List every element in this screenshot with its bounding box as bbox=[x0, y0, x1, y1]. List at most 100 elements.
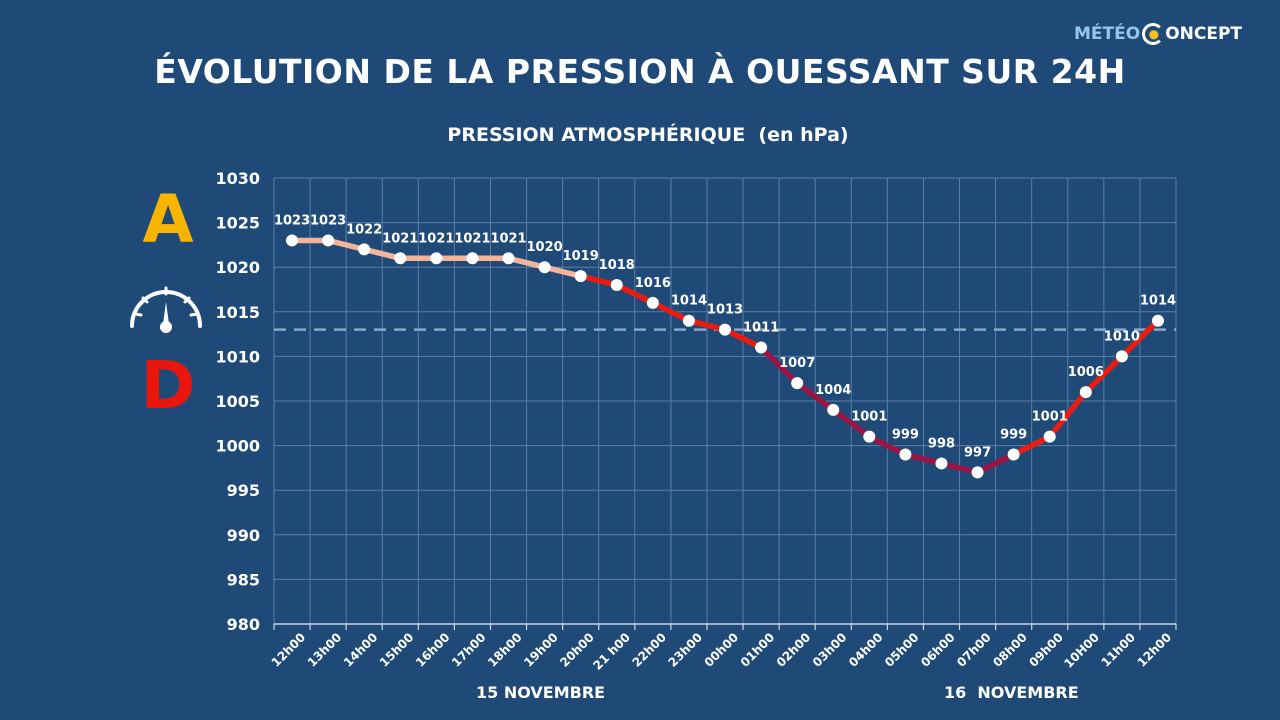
x-tick-label: 10H00 bbox=[1061, 630, 1102, 671]
data-point bbox=[682, 314, 695, 327]
data-label: 1018 bbox=[599, 258, 635, 273]
y-tick-label: 995 bbox=[227, 481, 260, 500]
data-point bbox=[466, 252, 479, 265]
data-point bbox=[358, 243, 371, 256]
x-tick-label: 11h00 bbox=[1098, 630, 1138, 670]
x-tick-label: 07h00 bbox=[954, 630, 994, 670]
data-point bbox=[430, 252, 443, 265]
x-tick-label: 08h00 bbox=[990, 630, 1030, 670]
x-tick-label: 18h00 bbox=[485, 630, 525, 670]
y-tick-label: 1000 bbox=[215, 437, 260, 456]
data-label: 1021 bbox=[382, 231, 418, 246]
sun-logo-icon bbox=[1142, 23, 1165, 45]
x-tick-label: 01h00 bbox=[738, 630, 778, 670]
x-tick-label: 00h00 bbox=[702, 630, 742, 670]
data-point bbox=[863, 430, 876, 443]
x-tick-label: 12h00 bbox=[1135, 630, 1175, 670]
data-point bbox=[394, 252, 407, 265]
x-tick-label: 09h00 bbox=[1026, 630, 1066, 670]
data-point bbox=[286, 234, 299, 247]
x-tick-label: 19h00 bbox=[521, 630, 561, 670]
series-segment bbox=[866, 433, 909, 458]
x-tick-label: 02h00 bbox=[774, 630, 814, 670]
series-line-pression bbox=[289, 237, 1161, 476]
brand-name-part2: ONCEPT bbox=[1165, 24, 1243, 44]
x-tick-label: 04h00 bbox=[846, 630, 886, 670]
data-label: 1021 bbox=[418, 231, 454, 246]
data-label: 1001 bbox=[851, 410, 887, 425]
data-point bbox=[935, 457, 948, 470]
data-point bbox=[502, 252, 515, 265]
data-point bbox=[322, 234, 335, 247]
data-point bbox=[1007, 448, 1020, 461]
data-point bbox=[610, 279, 623, 292]
data-label: 1011 bbox=[743, 320, 779, 335]
data-label: 1016 bbox=[635, 276, 671, 291]
data-label: 1001 bbox=[1032, 410, 1068, 425]
x-tick-label: 16h00 bbox=[413, 630, 453, 670]
date-label-16-november: 16 NOVEMBRE bbox=[944, 683, 1079, 702]
y-tick-label: 1020 bbox=[215, 258, 260, 277]
data-point bbox=[971, 466, 984, 479]
y-tick-label: 1005 bbox=[215, 392, 260, 411]
data-point bbox=[1115, 350, 1128, 363]
y-tick-label: 1015 bbox=[215, 303, 260, 322]
data-label: 1020 bbox=[527, 240, 563, 255]
x-tick-label: 17h00 bbox=[449, 630, 489, 670]
x-tick-label: 15h00 bbox=[377, 630, 417, 670]
data-point bbox=[791, 377, 804, 390]
data-point bbox=[1079, 386, 1092, 399]
data-label: 999 bbox=[1000, 428, 1027, 443]
x-tick-label: 21 h00 bbox=[590, 630, 633, 673]
date-label-15-november: 15 NOVEMBRE bbox=[476, 683, 606, 702]
series-segment bbox=[686, 317, 728, 333]
data-point bbox=[899, 448, 912, 461]
data-label: 1010 bbox=[1104, 329, 1140, 344]
series-segment bbox=[794, 380, 836, 413]
data-label: 1006 bbox=[1068, 365, 1104, 380]
data-label: 1007 bbox=[779, 356, 815, 371]
data-point bbox=[827, 403, 840, 416]
series-segment bbox=[577, 273, 620, 288]
data-point bbox=[538, 261, 551, 274]
series-segment bbox=[541, 264, 584, 279]
series-segment bbox=[325, 237, 367, 253]
data-point bbox=[755, 341, 768, 354]
series-segment bbox=[722, 326, 764, 351]
data-label: 998 bbox=[928, 436, 955, 451]
series-segment bbox=[902, 451, 945, 467]
series-segment bbox=[974, 451, 1017, 476]
x-tick-label: 05h00 bbox=[882, 630, 922, 670]
y-tick-label: 990 bbox=[227, 526, 260, 545]
data-label: 1023 bbox=[274, 213, 310, 228]
data-label: 1014 bbox=[1140, 294, 1176, 309]
low-pressure-letter: D bbox=[140, 347, 196, 424]
data-label: 1021 bbox=[454, 231, 490, 246]
data-label: 997 bbox=[964, 445, 991, 460]
data-point bbox=[574, 270, 587, 283]
x-tick-label: 13h00 bbox=[305, 630, 345, 670]
x-tick-label: 03h00 bbox=[810, 630, 850, 670]
y-tick-label: 1025 bbox=[215, 214, 260, 233]
barometer-gauge-icon bbox=[130, 286, 202, 333]
x-tick-label: 23h00 bbox=[666, 630, 706, 670]
series-segment bbox=[1046, 389, 1089, 440]
data-label: 1019 bbox=[563, 249, 599, 264]
data-label: 1021 bbox=[490, 231, 526, 246]
series-segment bbox=[830, 407, 873, 440]
data-point bbox=[1151, 314, 1164, 327]
data-label: 1022 bbox=[346, 222, 382, 237]
data-label: 1014 bbox=[671, 294, 707, 309]
data-point bbox=[719, 323, 731, 336]
x-tick-label: 22h00 bbox=[629, 630, 669, 670]
data-label: 999 bbox=[892, 428, 919, 443]
series-segment bbox=[1119, 317, 1161, 360]
series-segment bbox=[938, 460, 981, 476]
data-point bbox=[1043, 430, 1056, 443]
x-tick-label: 14h00 bbox=[341, 630, 381, 670]
data-label: 1023 bbox=[310, 213, 346, 228]
y-tick-label: 980 bbox=[227, 615, 260, 634]
chart-title: ÉVOLUTION DE LA PRESSION À OUESSANT SUR … bbox=[154, 52, 1126, 91]
series-segment bbox=[1083, 353, 1125, 395]
